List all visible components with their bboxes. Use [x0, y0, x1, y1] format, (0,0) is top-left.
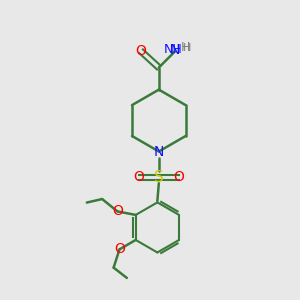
- Text: O: O: [173, 170, 184, 184]
- Text: H: H: [181, 41, 190, 54]
- Text: H: H: [183, 43, 192, 53]
- Text: NH: NH: [164, 43, 183, 56]
- Text: O: O: [114, 242, 125, 256]
- Text: N: N: [154, 145, 164, 159]
- Text: O: O: [112, 204, 123, 218]
- Text: S: S: [154, 170, 164, 185]
- Text: O: O: [134, 170, 144, 184]
- Text: O: O: [136, 44, 147, 58]
- Text: N: N: [169, 43, 180, 57]
